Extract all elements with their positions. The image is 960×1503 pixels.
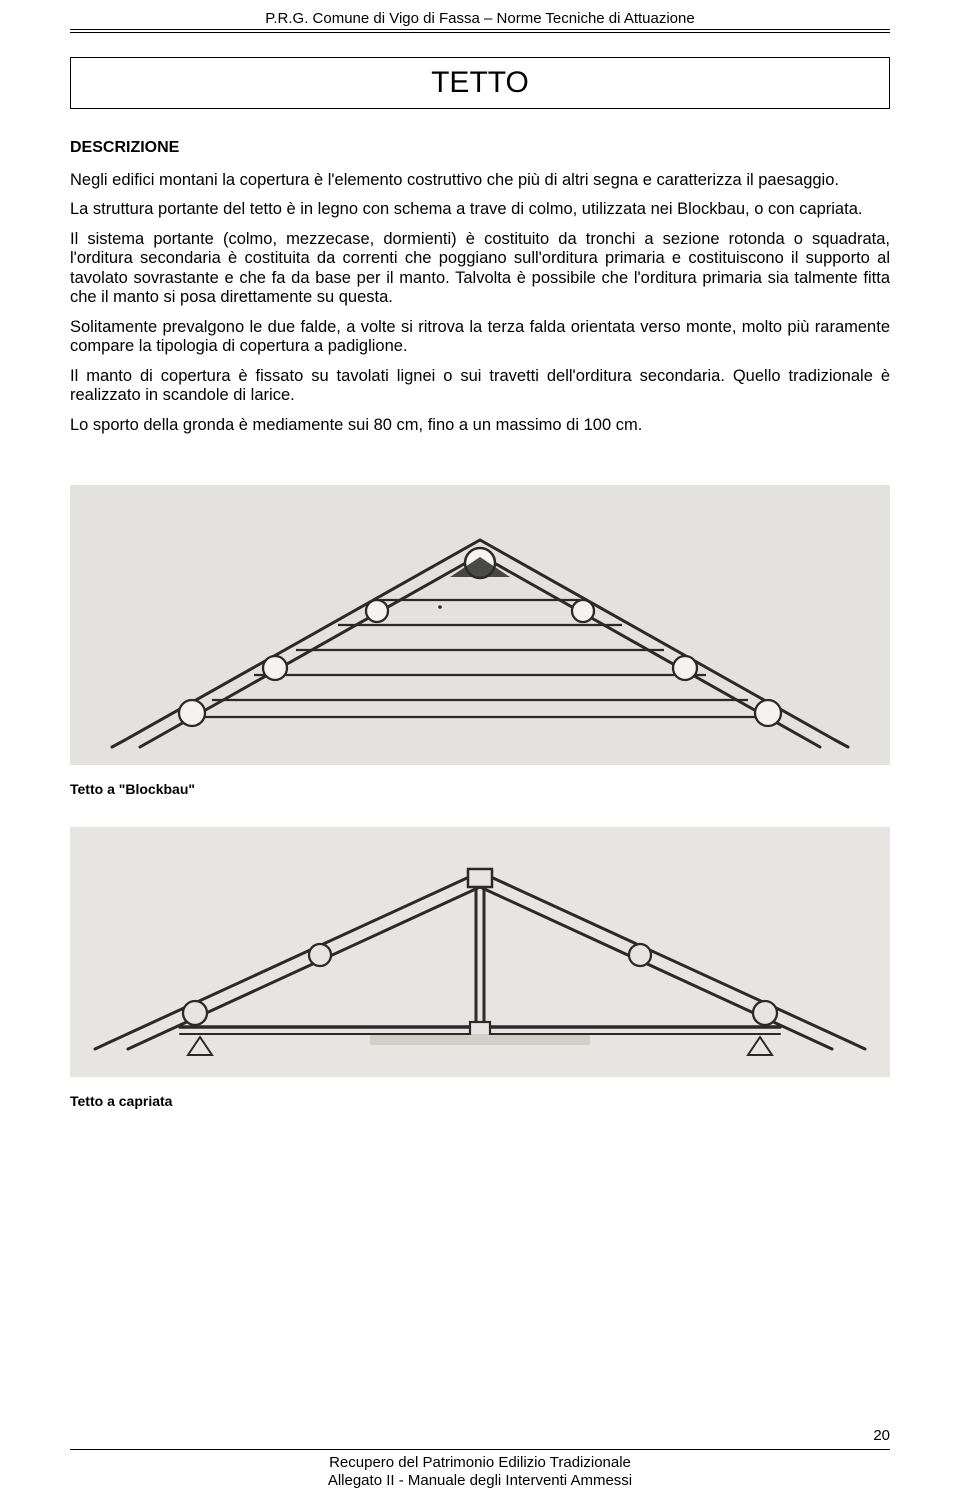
capriata-diagram [70, 827, 890, 1077]
footer-rule [70, 1449, 890, 1450]
paragraph: La struttura portante del tetto è in leg… [70, 200, 890, 219]
paragraph: Solitamente prevalgono le due falde, a v… [70, 318, 890, 357]
title-box: TETTO [70, 57, 890, 109]
figure-caption: Tetto a "Blockbau" [70, 781, 890, 797]
figure-caption: Tetto a capriata [70, 1093, 890, 1109]
blockbau-diagram [70, 485, 890, 765]
section-heading: DESCRIZIONE [70, 139, 890, 157]
footer-line2: Allegato II - Manuale degli Interventi A… [70, 1472, 890, 1491]
document-page: P.R.G. Comune di Vigo di Fassa – Norme T… [0, 0, 960, 1503]
paragraph: Il manto di copertura è fissato su tavol… [70, 367, 890, 406]
paragraph: Negli edifici montani la copertura è l'e… [70, 171, 890, 190]
header-rule-top [70, 29, 890, 30]
page-title: TETTO [85, 66, 875, 100]
header-rule-bottom [70, 32, 890, 33]
paragraph: Il sistema portante (colmo, mezzecase, d… [70, 230, 890, 308]
page-footer: 20 Recupero del Patrimonio Edilizio Trad… [70, 1449, 890, 1492]
figure-capriata [70, 827, 890, 1077]
figure-blockbau [70, 485, 890, 765]
page-number: 20 [873, 1427, 890, 1444]
paragraph: Lo sporto della gronda è mediamente sui … [70, 416, 890, 435]
footer-line1: Recupero del Patrimonio Edilizio Tradizi… [70, 1454, 890, 1473]
header-text: P.R.G. Comune di Vigo di Fassa – Norme T… [70, 10, 890, 27]
